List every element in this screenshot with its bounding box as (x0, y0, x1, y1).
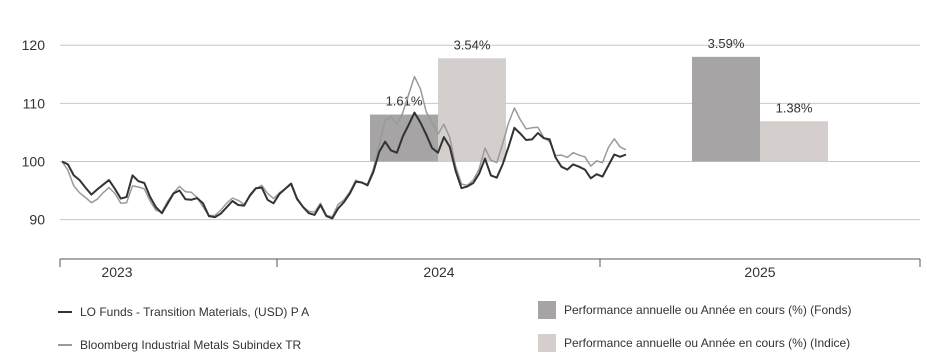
x-tick-label-2023: 2023 (101, 264, 132, 280)
legend-label-fund-line: LO Funds - Transition Materials, (USD) P… (80, 305, 310, 319)
fund-bar-swatch (538, 301, 556, 319)
price-lines (61, 75, 627, 220)
x-tick-label-2025: 2025 (744, 264, 775, 280)
y-tick-label-90: 90 (29, 212, 45, 228)
legend-item-fund-bar: Performance annuelle ou Année en cours (… (538, 301, 852, 319)
index-line (61, 75, 627, 218)
x-axis: 2023 2024 2025 (59, 258, 921, 280)
bar-value-labels: 1.61% 3.59% 3.54% 1.38% (386, 36, 813, 115)
fund-line-swatch (58, 311, 72, 313)
annual-performance-bars (370, 56, 828, 162)
x-tick-label-2024: 2024 (423, 264, 454, 280)
y-tick-label-110: 110 (23, 95, 46, 111)
legend-item-index-line: Bloomberg Industrial Metals Subindex TR (58, 338, 301, 352)
fund-line (61, 111, 627, 220)
fund-bar-label-2024: 1.61% (386, 94, 423, 109)
y-axis-labels: 90 100 110 120 (22, 37, 46, 227)
legend-label-fund-bar: Performance annuelle ou Année en cours (… (564, 303, 852, 317)
legend-item-fund-line: LO Funds - Transition Materials, (USD) P… (58, 305, 309, 319)
legend-label-index-bar: Performance annuelle ou Année en cours (… (564, 336, 851, 350)
legend-label-index-line: Bloomberg Industrial Metals Subindex TR (80, 338, 302, 352)
index-bar-2025 (760, 121, 828, 162)
index-bar-label-2025: 1.38% (776, 100, 813, 115)
index-bar-swatch (538, 334, 556, 352)
y-tick-label-100: 100 (22, 153, 46, 169)
legend-item-index-bar: Performance annuelle ou Année en cours (… (538, 334, 850, 352)
index-line-swatch (58, 344, 72, 346)
fund-bar-label-2025: 3.59% (708, 36, 745, 51)
index-bar-label-2024: 3.54% (454, 37, 491, 52)
fund-bar-2025 (692, 56, 760, 162)
y-tick-label-120: 120 (22, 37, 46, 53)
